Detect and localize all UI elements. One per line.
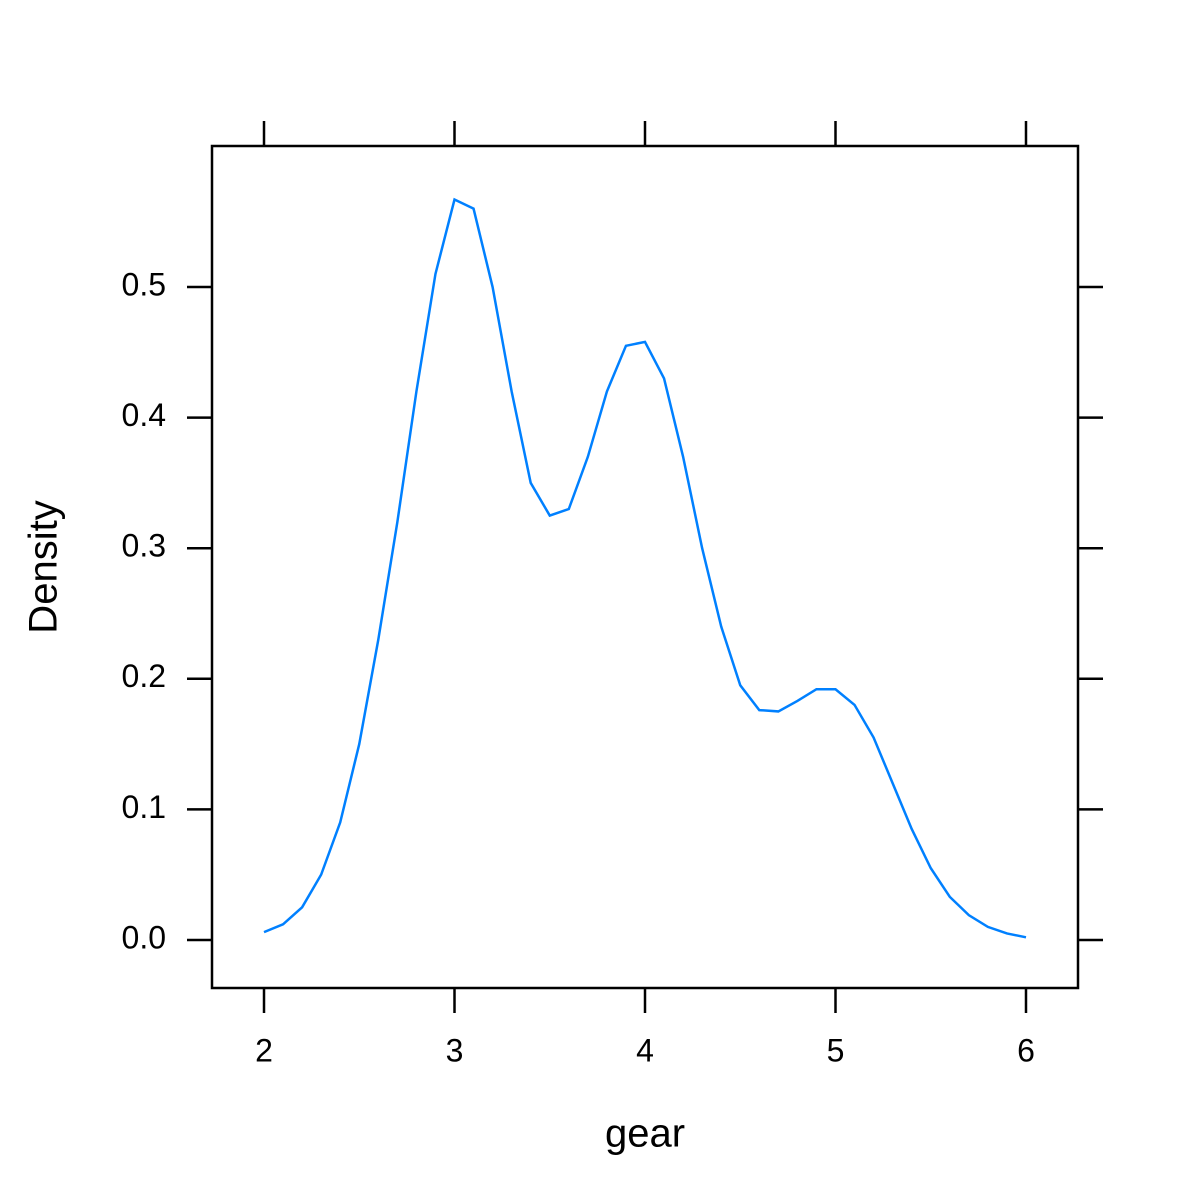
y-axis-label: Density	[22, 500, 66, 633]
y-tick-label: 0.4	[122, 397, 166, 433]
y-tick-label: 0.2	[122, 658, 166, 694]
x-tick-label: 2	[255, 1032, 273, 1068]
density-line	[263, 197, 1027, 939]
panel	[210, 144, 1080, 990]
x-axis-label: gear	[605, 1112, 685, 1156]
y-tick-label: 0.3	[122, 528, 166, 564]
x-tick-label: 4	[636, 1032, 654, 1068]
x-tick-label: 3	[446, 1032, 464, 1068]
x-tick-label: 6	[1017, 1032, 1035, 1068]
y-tick-label: 0.0	[122, 919, 166, 955]
y-tick-label: 0.5	[122, 266, 166, 302]
x-tick-label: 5	[827, 1032, 845, 1068]
y-tick-label: 0.1	[122, 789, 166, 825]
